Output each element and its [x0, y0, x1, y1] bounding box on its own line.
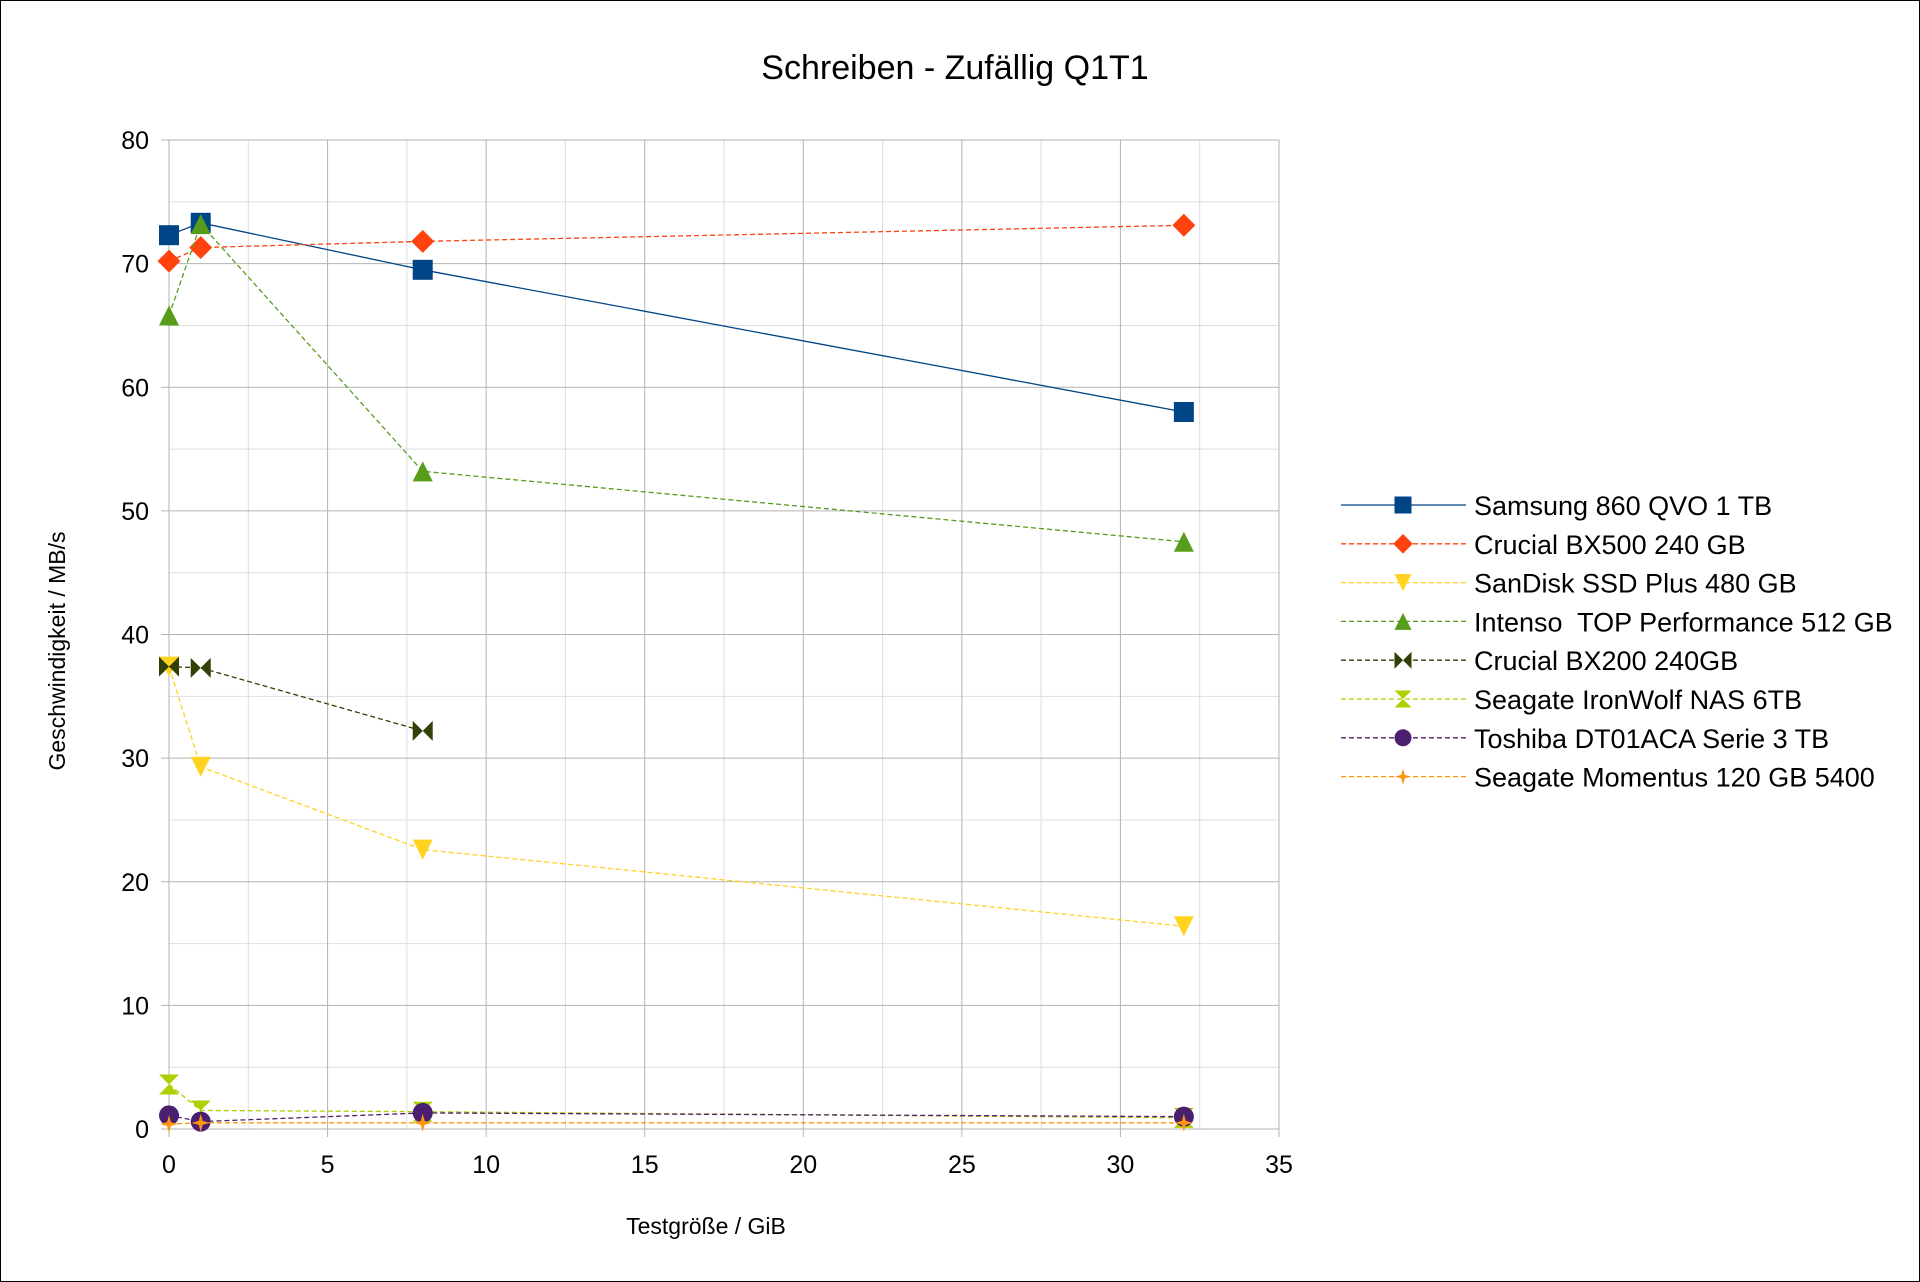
- data-point: [412, 839, 433, 860]
- y-tick-label: 70: [121, 251, 149, 279]
- data-point: [190, 657, 211, 678]
- data-point: [413, 1113, 432, 1132]
- legend-item: Samsung 860 QVO 1 TB: [1341, 491, 1772, 521]
- x-tick-label: 15: [631, 1151, 659, 1179]
- y-tick-label: 20: [121, 869, 149, 897]
- data-point: [159, 225, 179, 246]
- data-point: [412, 461, 433, 482]
- x-tick-label: 20: [789, 1151, 817, 1179]
- data-point: [160, 1115, 178, 1134]
- legend-item: Toshiba DT01ACA Serie 3 TB: [1341, 724, 1829, 754]
- data-point: [159, 656, 179, 677]
- grid: [168, 139, 1280, 1130]
- legend-item: SanDisk SSD Plus 480 GB: [1341, 569, 1797, 599]
- legend-marker: [1395, 768, 1411, 785]
- x-tick-label: 25: [948, 1151, 976, 1179]
- y-axis: 0 10 20 30 40 50 60 70 80: [121, 127, 169, 1144]
- data-point: [412, 720, 433, 741]
- legend: Samsung 860 QVO 1 TB Crucial BX500 240 GB…: [1341, 491, 1893, 793]
- legend-label: Seagate Momentus 120 GB 5400: [1474, 763, 1875, 793]
- legend-marker: [1394, 496, 1412, 514]
- legend-label: Seagate IronWolf NAS 6TB: [1474, 685, 1802, 715]
- legend-item: Seagate Momentus 120 GB 5400: [1341, 763, 1875, 793]
- data-point: [412, 259, 433, 280]
- series-layer: [157, 212, 1196, 1134]
- y-axis-title: Geschwindigkeit / MB/s: [44, 531, 70, 770]
- series-line: [168, 222, 1184, 413]
- legend-marker: [1394, 574, 1412, 592]
- legend-item: Seagate IronWolf NAS 6TB: [1341, 685, 1802, 715]
- data-point: [1173, 401, 1194, 422]
- series-line: [168, 1112, 1184, 1123]
- data-point: [1173, 916, 1194, 937]
- series-line: [168, 222, 1184, 543]
- series-line: [168, 1083, 1184, 1119]
- legend-marker: [1394, 690, 1412, 708]
- data-point: [1173, 531, 1194, 552]
- series-2: [157, 213, 1196, 273]
- x-axis: 0 5 10 15 20 25 30 35: [162, 1129, 1293, 1179]
- series-line: [168, 1122, 1184, 1125]
- data-point: [190, 756, 211, 777]
- data-point: [1172, 213, 1196, 237]
- legend-label: SanDisk SSD Plus 480 GB: [1474, 569, 1797, 599]
- y-tick-label: 40: [121, 622, 149, 650]
- series-1: [159, 212, 1194, 422]
- x-tick-label: 10: [472, 1151, 500, 1179]
- data-point: [159, 1074, 179, 1095]
- legend-marker: [1394, 612, 1412, 630]
- legend-label: Intenso TOP Performance 512 GB: [1474, 607, 1893, 637]
- series-line: [168, 666, 1184, 927]
- legend-label: Crucial BX200 240GB: [1474, 646, 1738, 676]
- y-tick-label: 50: [121, 498, 149, 526]
- series-7: [159, 1102, 1194, 1132]
- legend-marker: [1394, 729, 1412, 747]
- x-tick-label: 5: [321, 1151, 335, 1179]
- y-tick-label: 0: [135, 1116, 149, 1144]
- data-point: [412, 1102, 433, 1123]
- legend-marker: [1394, 651, 1412, 669]
- legend-label: Toshiba DT01ACA Serie 3 TB: [1474, 724, 1829, 754]
- chart-title: Schreiben - Zufällig Q1T1: [761, 49, 1148, 87]
- data-point: [190, 214, 211, 235]
- data-point: [189, 236, 213, 260]
- legend-item: Crucial BX200 240GB: [1341, 646, 1738, 676]
- series-line: [168, 224, 1184, 262]
- series-line: [168, 665, 423, 732]
- y-tick-label: 10: [121, 992, 149, 1020]
- series-8: [160, 1113, 1193, 1134]
- legend-marker: [1393, 534, 1413, 554]
- y-tick-label: 30: [121, 745, 149, 773]
- legend-label: Crucial BX500 240 GB: [1474, 530, 1746, 560]
- x-tick-label: 30: [1107, 1151, 1135, 1179]
- series-3: [159, 656, 1194, 937]
- data-point: [159, 305, 179, 326]
- x-tick-label: 35: [1265, 1151, 1293, 1179]
- series-4: [159, 214, 1194, 552]
- legend-item: Intenso TOP Performance 512 GB: [1341, 607, 1893, 637]
- legend-item: Crucial BX500 240 GB: [1341, 530, 1746, 560]
- x-tick-label: 0: [162, 1151, 176, 1179]
- series-6: [159, 1074, 1194, 1128]
- legend-label: Samsung 860 QVO 1 TB: [1474, 491, 1772, 521]
- data-point: [411, 229, 435, 253]
- data-point: [191, 1113, 210, 1132]
- data-point: [1174, 1113, 1193, 1132]
- y-tick-label: 80: [121, 127, 149, 155]
- series-5: [159, 656, 433, 741]
- y-tick-label: 60: [121, 374, 149, 402]
- x-axis-title: Testgröße / GiB: [626, 1213, 786, 1239]
- data-point: [157, 249, 181, 273]
